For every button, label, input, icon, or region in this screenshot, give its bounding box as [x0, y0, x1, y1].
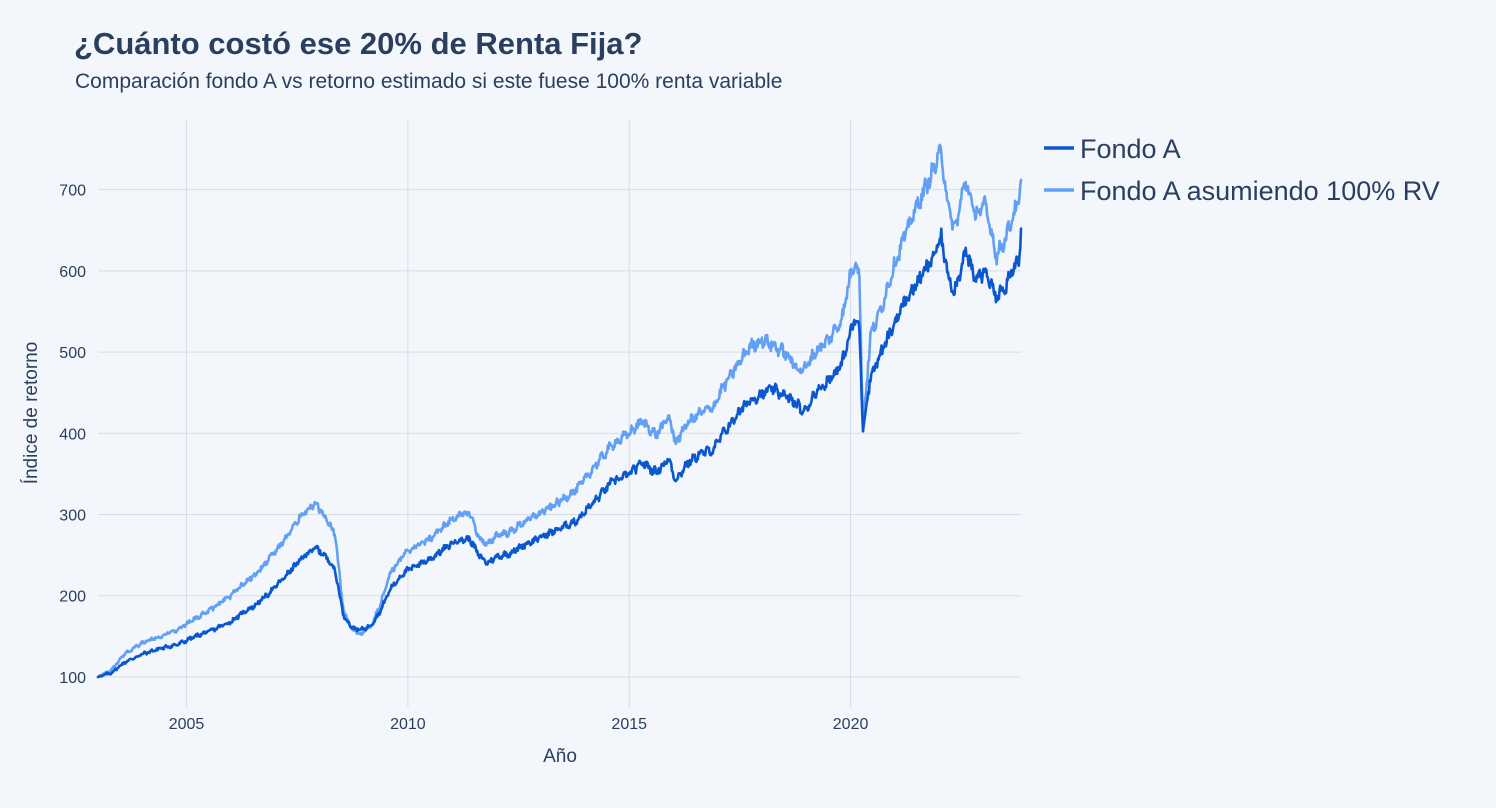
- x-axis-title: Año: [543, 746, 577, 767]
- legend-item-1[interactable]: Fondo A asumiendo 100% RV: [1044, 176, 1440, 206]
- legend[interactable]: Fondo A Fondo A asumiendo 100% RV: [1044, 134, 1440, 206]
- chart-subtitle: Comparación fondo A vs retorno estimado …: [75, 70, 783, 93]
- y-tick-label: 500: [59, 345, 86, 362]
- legend-label: Fondo A: [1080, 134, 1181, 164]
- series-line-0: [96, 227, 1023, 679]
- series-line-1: [96, 143, 1023, 679]
- y-tick-label: 400: [59, 426, 86, 443]
- chart-title: ¿Cuánto costó ese 20% de Renta Fija?: [74, 26, 643, 61]
- legend-label: Fondo A asumiendo 100% RV: [1080, 176, 1440, 206]
- y-axis-ticks: 100 200 300 400 500 600 700: [59, 183, 86, 687]
- y-axis-title: Índice de retorno: [21, 342, 42, 485]
- gridlines: [98, 119, 1021, 707]
- y-tick-label: 100: [59, 670, 86, 687]
- legend-item-0[interactable]: Fondo A: [1044, 134, 1181, 164]
- series-lines: [96, 143, 1023, 679]
- x-tick-label: 2010: [390, 716, 426, 733]
- y-tick-label: 700: [59, 183, 86, 200]
- x-tick-label: 2015: [611, 716, 647, 733]
- y-tick-label: 200: [59, 589, 86, 606]
- y-tick-label: 300: [59, 508, 86, 525]
- x-tick-label: 2005: [169, 716, 205, 733]
- x-axis-ticks: 2005 2010 2015 2020: [169, 716, 869, 733]
- y-tick-label: 600: [59, 264, 86, 281]
- x-tick-label: 2020: [833, 716, 869, 733]
